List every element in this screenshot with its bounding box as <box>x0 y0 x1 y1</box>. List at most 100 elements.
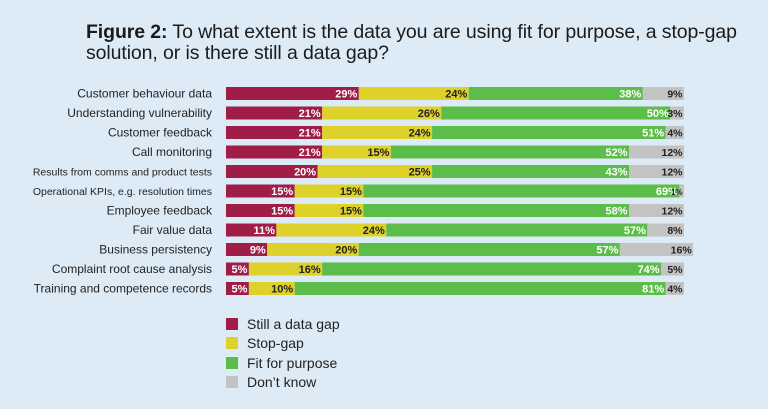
bar-segment <box>226 204 295 217</box>
bar-segment <box>629 145 684 159</box>
bar-segment <box>294 204 364 217</box>
bar-segment <box>294 282 666 295</box>
bar-segment <box>432 126 666 139</box>
data-label: 5% <box>231 284 247 296</box>
data-label: 15% <box>340 206 362 218</box>
data-label: 12% <box>661 206 683 218</box>
bar-segment <box>441 106 671 120</box>
bar-segment <box>317 165 433 178</box>
bar-segment <box>248 262 323 276</box>
data-label: 3% <box>667 108 683 120</box>
data-label: 1% <box>671 188 683 197</box>
category-label: Call monitoring <box>132 145 212 159</box>
bar-segment <box>363 184 680 198</box>
bar-segment <box>226 165 318 178</box>
data-label: 21% <box>299 108 321 120</box>
bar-segment <box>226 262 249 276</box>
category-label: Employee feedback <box>107 204 213 218</box>
legend-swatch <box>226 356 238 369</box>
data-label: 29% <box>335 89 357 101</box>
data-label: 16% <box>299 264 321 276</box>
legend-label: Still a data gap <box>247 315 340 332</box>
data-label: 5% <box>231 264 247 276</box>
data-label: 24% <box>445 89 467 101</box>
data-label: 38% <box>619 89 641 101</box>
bar-segment <box>363 204 630 217</box>
data-label: 5% <box>667 264 683 276</box>
bar-segment <box>322 126 433 139</box>
data-label: 15% <box>271 206 293 218</box>
bar-segment <box>432 165 630 178</box>
bar-segment <box>665 126 684 139</box>
category-label: Customer feedback <box>108 126 213 140</box>
category-label: Business persistency <box>99 243 212 257</box>
data-label: 15% <box>271 186 293 198</box>
data-label: 12% <box>661 147 683 159</box>
legend-item: Stop-gap <box>226 334 340 354</box>
bar-segment <box>390 145 630 159</box>
data-label: 21% <box>299 147 321 159</box>
legend-item: Fit for purpose <box>226 353 340 373</box>
figure-label: Figure 2: <box>86 21 168 43</box>
data-label: 43% <box>606 167 628 179</box>
data-label: 8% <box>667 225 683 237</box>
category-label: Operational KPIs, e.g. resolution times <box>33 186 212 198</box>
data-label: 4% <box>667 128 683 140</box>
bar-segment <box>276 223 387 237</box>
bar-segment <box>226 282 249 295</box>
bar-segment <box>226 106 323 120</box>
data-label: 74% <box>638 264 660 276</box>
bar-segment <box>226 184 295 198</box>
title-text: To what extent is the data you are using… <box>86 21 737 64</box>
bar-segment <box>322 106 442 120</box>
bar-segment <box>226 126 323 139</box>
bar-segment <box>267 243 359 256</box>
data-label: 11% <box>253 225 275 237</box>
data-label: 50% <box>647 108 669 120</box>
bar-segment <box>665 282 684 295</box>
bar-segment <box>226 223 277 237</box>
bar-segment <box>647 223 684 237</box>
bar-segment <box>294 184 364 198</box>
legend: Still a data gap Stop-gap Fit for purpose D… <box>226 314 340 392</box>
bar-segment <box>661 262 684 276</box>
data-label: 4% <box>667 284 683 296</box>
bar-segment <box>226 145 323 159</box>
legend-label: Fit for purpose <box>247 354 338 371</box>
category-label: Fair value data <box>133 223 213 237</box>
legend-swatch <box>226 337 238 350</box>
category-label: Understanding vulnerability <box>67 106 212 120</box>
bar-segment <box>226 243 268 256</box>
legend-swatch <box>226 376 238 389</box>
bar-segment <box>358 87 469 100</box>
category-label: Complaint root cause analysis <box>52 262 212 276</box>
legend-label: Stop-gap <box>247 335 304 352</box>
legend-item: Don’t know <box>226 373 340 393</box>
data-label: 15% <box>340 186 362 198</box>
bar-segment <box>629 165 684 178</box>
bar-segment <box>642 87 684 100</box>
bar-segment <box>619 243 694 256</box>
data-label: 12% <box>661 167 683 179</box>
bar-segment <box>468 87 643 100</box>
data-label: 24% <box>363 225 385 237</box>
data-label: 9% <box>667 89 683 101</box>
data-label: 81% <box>642 284 664 296</box>
chart-title: Figure 2: To what extent is the data you… <box>86 22 756 64</box>
bar-segment <box>679 184 684 198</box>
category-label: Results from comms and product tests <box>33 167 212 179</box>
bar-segment <box>670 106 684 120</box>
data-label: 52% <box>606 147 628 159</box>
bar-segment <box>248 282 295 295</box>
data-label: 15% <box>367 147 389 159</box>
bar-segment <box>322 145 391 159</box>
data-label: 20% <box>294 167 316 179</box>
bar-segment <box>226 87 359 100</box>
legend-swatch <box>226 317 238 330</box>
data-label: 26% <box>418 108 440 120</box>
data-label: 25% <box>409 167 431 179</box>
data-label: 69% <box>656 186 678 198</box>
legend-item: Still a data gap <box>226 314 340 334</box>
data-label: 57% <box>596 245 618 257</box>
